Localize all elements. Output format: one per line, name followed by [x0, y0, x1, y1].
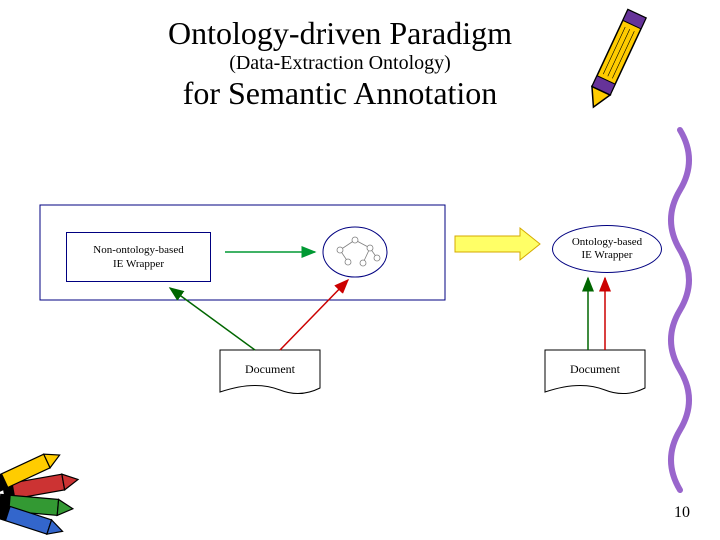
document-1-shape: Document: [220, 350, 320, 394]
title-line1: Ontology-driven Paradigm: [60, 15, 620, 52]
mini-ontology-ellipse: [323, 227, 387, 277]
arrow-doc1-green: [170, 288, 255, 350]
block-arrow-yellow: [455, 228, 540, 260]
title-block: Ontology-driven Paradigm (Data-Extractio…: [60, 15, 620, 112]
ontology-wrapper-ellipse: Ontology-based IE Wrapper: [552, 225, 662, 273]
page-number: 10: [674, 504, 690, 522]
non-ontology-box: Non-ontology-based IE Wrapper: [66, 232, 211, 282]
ontology-wrapper-label-1: Ontology-based: [572, 236, 642, 249]
document-2-label: Document: [570, 362, 621, 376]
squiggle-icon: [671, 130, 689, 490]
non-ontology-label-1: Non-ontology-based: [93, 243, 183, 257]
document-1-label: Document: [245, 362, 296, 376]
title-line2: (Data-Extraction Ontology): [60, 52, 620, 75]
ontology-wrapper-label-2: IE Wrapper: [572, 249, 642, 262]
document-2-shape: Document: [545, 350, 645, 394]
mini-ontology-graph: [340, 240, 377, 263]
mini-ontology-nodes: [337, 237, 380, 266]
non-ontology-label-2: IE Wrapper: [93, 257, 183, 271]
arrow-doc1-red: [280, 280, 348, 350]
crayon-bundle-icon: [0, 448, 79, 538]
title-line3: for Semantic Annotation: [60, 75, 620, 112]
